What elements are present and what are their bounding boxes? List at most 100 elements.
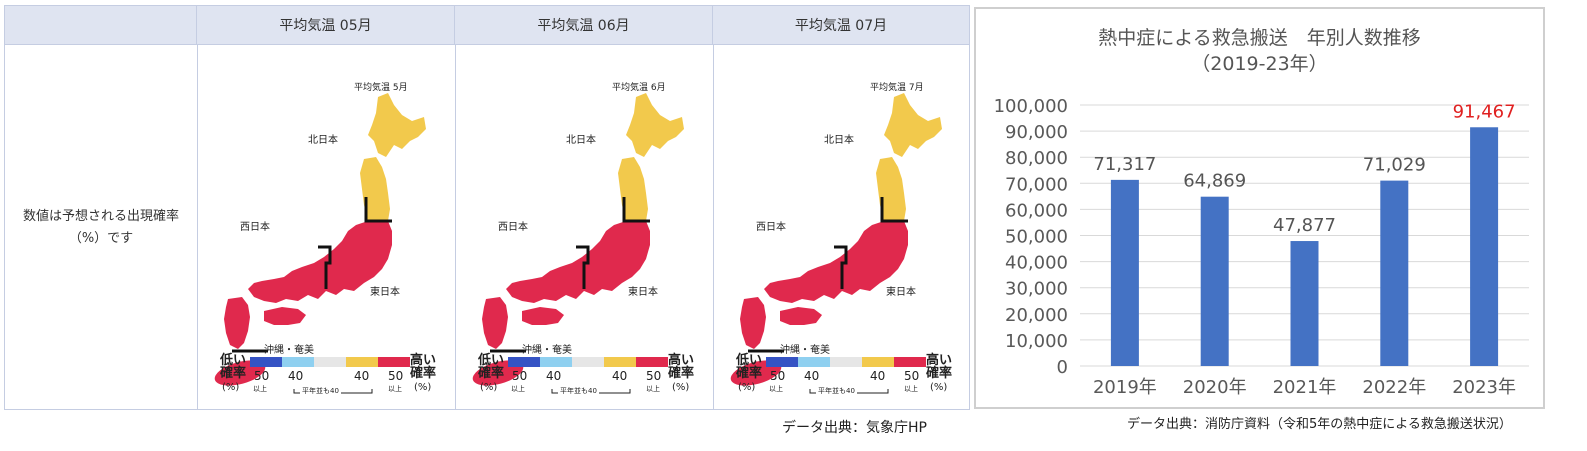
legend-low-pct: (%) [738, 382, 756, 393]
legend-color-bar [508, 357, 668, 367]
legend-high-pct: (%) [414, 382, 432, 393]
legend-color-bar [766, 357, 926, 367]
legend-normal-note: 平年並も40 [300, 386, 341, 396]
legend-swatch [314, 357, 346, 367]
region-label-east: 東日本 [628, 287, 658, 298]
legend-num-high50: 50 [388, 369, 404, 383]
honshu-shape [506, 221, 650, 303]
bar-chart: 0 10,000 20,000 30,000 40,000 50,000 60,000 70,… [994, 96, 1529, 398]
source-left: データ出典：気象庁HP [782, 420, 927, 436]
legend-num-high40: 40 [870, 369, 886, 383]
region-label-north: 北日本 [824, 135, 854, 146]
legend-swatch [894, 357, 926, 367]
legend-num-low50: 50 [512, 369, 528, 383]
legend-high-label: 高い 確率 [926, 353, 953, 381]
y-tick-label: 100,000 [994, 96, 1068, 117]
x-tick-label: 2020年 [1183, 377, 1247, 398]
y-tick-label: 40,000 [1005, 253, 1068, 274]
legend-high-pct: (%) [930, 382, 948, 393]
bar [1110, 179, 1139, 366]
legend-high-label: 高い 確率 [668, 353, 695, 381]
map-title: 平均気温 5月 [354, 83, 408, 93]
legend-low-label: 低い 確率 [478, 353, 505, 381]
west-east-boundary-line [576, 245, 590, 289]
chart-title-line1: 熱中症による救急搬送 年別人数推移 [1098, 27, 1421, 49]
legend-ijou-high: 以上 [646, 385, 660, 393]
source-right: データ出典：消防庁資料（令和5年の熱中症による救急搬送状況） [1127, 417, 1512, 432]
x-tick-label: 2022年 [1362, 377, 1426, 398]
region-label-north: 北日本 [308, 135, 338, 146]
legend-swatch [830, 357, 862, 367]
north-boundary-line [880, 197, 908, 223]
legend-swatch [508, 357, 540, 367]
y-tick-label: 50,000 [1005, 227, 1068, 248]
legend-swatch [250, 357, 282, 367]
kyushu-shape [224, 297, 250, 349]
legend-ijou-high: 以上 [388, 385, 402, 393]
north-boundary-line [622, 197, 650, 223]
column-divider [455, 44, 456, 409]
y-tick-label: 70,000 [1005, 174, 1068, 195]
legend-swatch [540, 357, 572, 367]
legend-num-low40: 40 [804, 369, 820, 383]
legend-num-high40: 40 [612, 369, 628, 383]
japan-map [730, 93, 942, 394]
kyushu-shape [482, 297, 508, 349]
region-label-okinawa: 沖縄・奄美 [780, 345, 830, 356]
legend-ijou-low: 以上 [253, 385, 267, 393]
y-tick-label: 20,000 [1005, 305, 1068, 326]
map-title: 平均気温 6月 [612, 83, 666, 93]
data-label: 71,029 [1363, 155, 1426, 176]
bar [1380, 180, 1409, 366]
x-tick-label: 2019年 [1093, 377, 1157, 398]
bar [1290, 241, 1319, 366]
legend-low-label: 低い 確率 [736, 353, 763, 381]
y-tick-label: 0 [1057, 357, 1068, 378]
legend-num-low50: 50 [254, 369, 270, 383]
hokkaido-shape [884, 93, 942, 157]
data-label: 71,317 [1093, 154, 1156, 175]
honshu-shape [764, 221, 908, 303]
bar [1200, 196, 1229, 366]
legend-swatch [636, 357, 668, 367]
region-label-okinawa: 沖縄・奄美 [522, 345, 572, 356]
data-label: 47,877 [1273, 215, 1336, 236]
legend-high-label: 高い 確率 [410, 353, 437, 381]
header-blank-cell [5, 6, 197, 44]
data-label: 91,467 [1453, 101, 1516, 122]
map-title: 平均気温 7月 [870, 83, 924, 93]
shikoku-shape [264, 307, 306, 325]
west-east-boundary-line [834, 245, 848, 289]
legend-low-label: 低い 確率 [220, 353, 247, 381]
legend-swatch [346, 357, 378, 367]
legend-swatch [572, 357, 604, 367]
map-cell-july: 平均気温 7月 北日本 西日本 東日本 沖縄・奄美 低い 確率 (%) 高い 確率 … [714, 45, 972, 410]
legend-normal-note: 平年並も40 [816, 386, 857, 396]
y-tick-label: 10,000 [1005, 331, 1068, 352]
column-divider [713, 44, 714, 409]
chart-panel: 熱中症による救急搬送 年別人数推移 （2019-23年） 0 10,000 20,0… [974, 7, 1545, 409]
legend-swatch [378, 357, 410, 367]
legend-color-bar [250, 357, 410, 367]
north-boundary-line [364, 197, 392, 223]
hokkaido-shape [368, 93, 426, 157]
region-label-okinawa: 沖縄・奄美 [264, 345, 314, 356]
legend-ijou-low: 以上 [511, 385, 525, 393]
row-label-line1: 数値は予想される出現確率 [22, 208, 179, 224]
legend-ijou-low: 以上 [769, 385, 783, 393]
legend-swatch [282, 357, 314, 367]
legend-low-pct: (%) [480, 382, 498, 393]
legend-high-pct: (%) [672, 382, 690, 393]
data-label: 64,869 [1183, 171, 1246, 192]
region-label-east: 東日本 [886, 287, 916, 298]
legend-num-low50: 50 [770, 369, 786, 383]
map-cell-june: 平均気温 6月 北日本 西日本 東日本 沖縄・奄美 低い 確率 (%) 高い 確率 … [456, 45, 714, 410]
header-june: 平均気温 06月 [455, 6, 713, 44]
legend-swatch [798, 357, 830, 367]
shikoku-shape [780, 307, 822, 325]
header-july: 平均気温 07月 [713, 6, 969, 44]
honshu-shape [248, 221, 392, 303]
region-label-west: 西日本 [756, 222, 786, 233]
legend-num-low40: 40 [546, 369, 562, 383]
y-tick-label: 30,000 [1005, 279, 1068, 300]
